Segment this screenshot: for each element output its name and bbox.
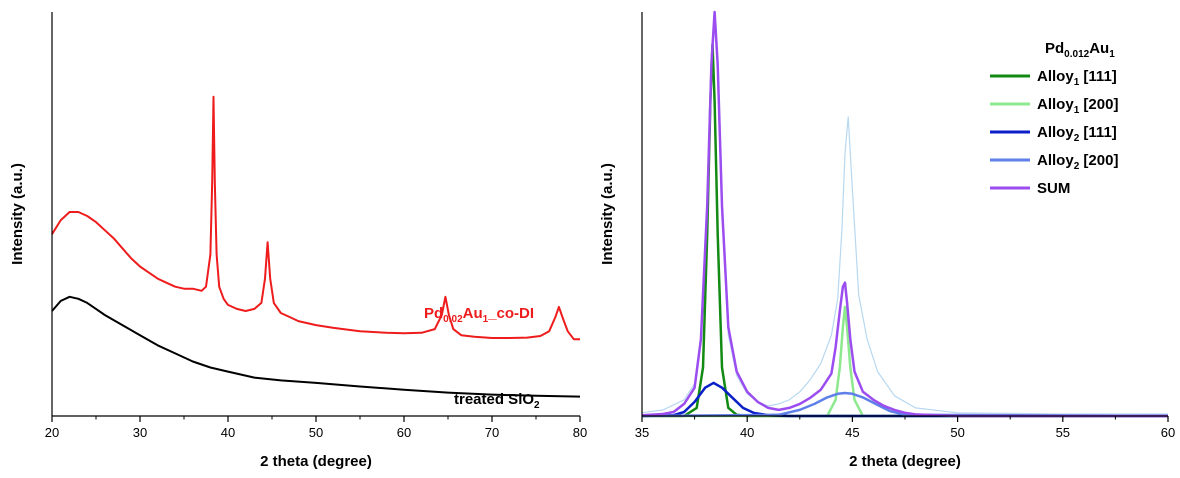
x-tick-label: 30 <box>133 425 147 440</box>
legend-label: Alloy1 [200] <box>1037 96 1118 116</box>
x-tick-label: 70 <box>485 425 499 440</box>
x-tick-label: 80 <box>573 425 587 440</box>
series-line-alloy2_200 <box>641 391 1169 418</box>
x-tick-label: 55 <box>1056 425 1070 440</box>
x-tick-label: 50 <box>950 425 964 440</box>
x-tick-label: 45 <box>845 425 859 440</box>
annotation-red-sample: Pd0.02Au1_co-DI <box>424 305 534 325</box>
right-fit-chart: 35 40 45 50 55 60 2 theta (degree) Intensity (a… <box>599 10 1175 470</box>
x-axis-title: 2 theta (degree) <box>260 453 372 470</box>
x-tick-label: 40 <box>221 425 235 440</box>
legend-label: SUM <box>1037 180 1070 197</box>
legend-title: Pd0.012Au1 <box>1045 40 1115 60</box>
legend-label: Alloy2 [111] <box>1037 124 1117 144</box>
x-tick-label: 60 <box>397 425 411 440</box>
legend-label: Alloy1 [111] <box>1037 68 1117 88</box>
series-line-black <box>51 295 581 398</box>
series-line-alloy1_200 <box>642 305 1168 418</box>
series-line-red <box>51 95 580 341</box>
legend: Pd0.012Au1 Alloy1 [111] Alloy1 [200] Alloy2… <box>990 40 1118 197</box>
annotation-treated-sio2: treated SiO2 <box>454 391 540 411</box>
series-line-alloy1_111 <box>642 43 1168 418</box>
x-tick-label: 20 <box>45 425 59 440</box>
series-line-alloy2_111 <box>641 381 1168 418</box>
series-line-sum <box>641 10 1168 418</box>
x-tick-label: 40 <box>740 425 754 440</box>
x-axis-title: 2 theta (degree) <box>849 453 961 470</box>
x-tick-label: 35 <box>635 425 649 440</box>
legend-label: Alloy2 [200] <box>1037 152 1118 172</box>
x-tick-label: 50 <box>309 425 323 440</box>
left-xrd-chart: 20 30 40 50 60 70 80 2 theta (degree) Intensity … <box>9 12 587 470</box>
y-axis-title: Intensity (a.u.) <box>9 163 26 265</box>
x-tick-label: 60 <box>1161 425 1175 440</box>
y-axis-title: Intensity (a.u.) <box>599 163 616 265</box>
